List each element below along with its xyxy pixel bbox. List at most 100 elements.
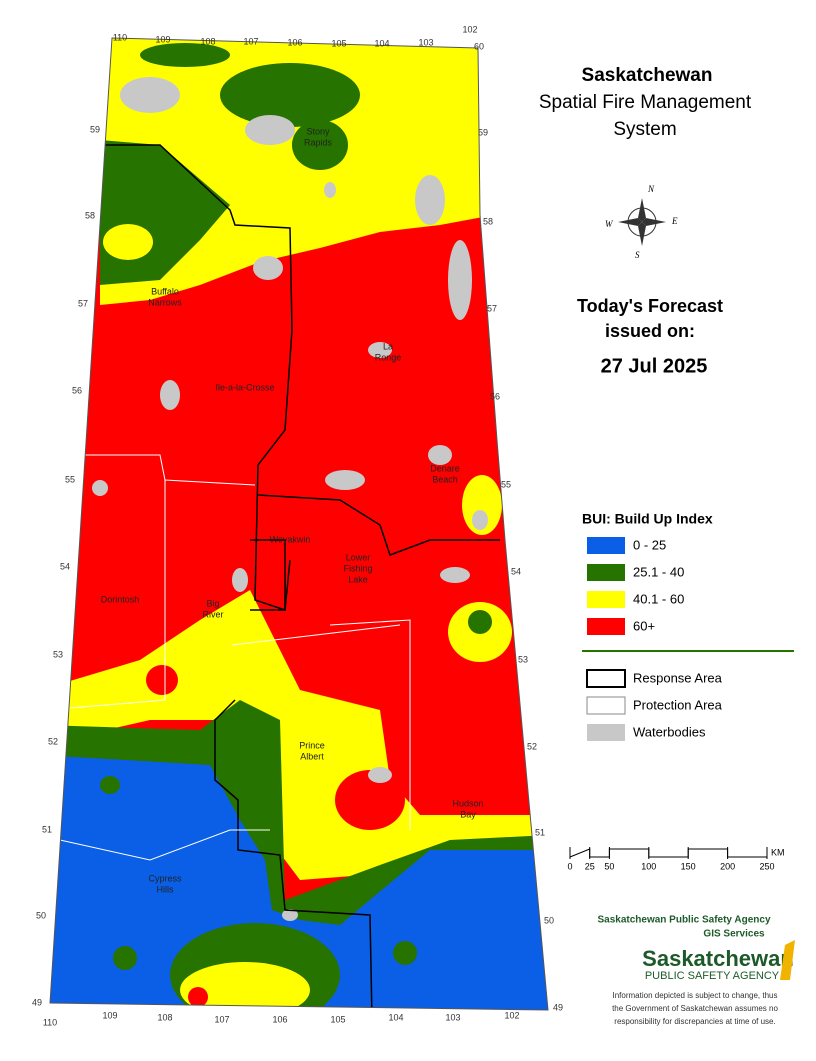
place-label: Buffalo — [151, 286, 179, 296]
scale-label: 50 — [604, 861, 614, 871]
place-label: Hudson — [452, 798, 483, 808]
scale-unit: KM — [771, 847, 785, 857]
legend-swatch — [587, 537, 625, 554]
latitude-label: 57 — [487, 303, 497, 313]
disclaimer: the Government of Saskatchewan assumes n… — [612, 1004, 778, 1013]
legend-swatch — [587, 591, 625, 608]
logo-subtext: PUBLIC SAFETY AGENCY — [645, 970, 780, 982]
longitude-label: 103 — [418, 37, 433, 47]
longitude-label: 102 — [504, 1010, 519, 1020]
place-label: Cypress — [148, 873, 182, 883]
longitude-label: 106 — [272, 1014, 287, 1024]
place-label: Albert — [300, 751, 324, 761]
forecast-heading: Today's Forecast — [577, 296, 723, 316]
latitude-label: 59 — [478, 127, 488, 137]
disclaimer: Information depicted is subject to chang… — [613, 991, 778, 1000]
place-label: Lower — [346, 552, 371, 562]
agency-name: Saskatchewan Public Safety Agency — [597, 915, 770, 926]
legend-swatch — [587, 618, 625, 635]
legend-swatch — [587, 724, 625, 741]
latitude-label: 52 — [48, 736, 58, 746]
scale-bar: 0 25 50 100 150 200 250 KM — [567, 847, 785, 871]
latitude-label: 60 — [474, 41, 484, 51]
longitude-label: 107 — [243, 36, 258, 46]
latitude-label: 49 — [32, 997, 42, 1007]
scale-label: 100 — [641, 861, 656, 871]
place-label: Narrows — [148, 297, 182, 307]
latitude-label: 54 — [60, 561, 70, 571]
latitude-label: 55 — [501, 479, 511, 489]
latitude-label: 55 — [65, 474, 75, 484]
latitude-label: 51 — [42, 824, 52, 834]
disclaimer: responsibility for discrepancies at time… — [614, 1017, 775, 1026]
logo-text: Saskatchewan — [642, 946, 794, 971]
province-outline — [49, 37, 549, 1011]
latitude-label: 56 — [72, 385, 82, 395]
place-label: La — [383, 341, 393, 351]
scale-label: 150 — [681, 861, 696, 871]
place-label: Dorintosh — [101, 594, 140, 604]
place-label: Ronge — [375, 352, 402, 362]
agency-unit: GIS Services — [703, 929, 765, 940]
legend-swatch — [587, 564, 625, 581]
latitude-label: 49 — [553, 1002, 563, 1012]
longitude-label: 105 — [331, 38, 346, 48]
latitude-label: 50 — [544, 915, 554, 925]
scale-line — [569, 848, 767, 858]
compass-label: N — [647, 184, 655, 194]
longitude-label: 102 — [462, 24, 477, 34]
latitude-label: 56 — [490, 391, 500, 401]
longitude-label: 105 — [330, 1014, 345, 1024]
legend: 0 - 25 25.1 - 40 40.1 - 60 60+ — [587, 537, 684, 635]
place-label: Big — [206, 598, 219, 608]
latitude-label: 58 — [85, 210, 95, 220]
place-label: Stony — [306, 126, 330, 136]
longitude-label: 109 — [102, 1010, 117, 1020]
latitude-label: 57 — [78, 298, 88, 308]
scale-label: 250 — [759, 861, 774, 871]
legend-label: 60+ — [633, 618, 655, 633]
place-label: Weyakwin — [270, 534, 311, 544]
longitude-label: 108 — [157, 1012, 172, 1022]
longitude-label: 106 — [287, 37, 302, 47]
longitude-label: 110 — [43, 1017, 57, 1027]
legend-label: Waterbodies — [633, 724, 706, 739]
place-label: Fishing — [343, 563, 372, 573]
compass-label: S — [635, 250, 640, 260]
longitude-label: 109 — [155, 34, 170, 44]
forecast-heading: issued on: — [605, 321, 695, 341]
legend-label: Response Area — [633, 670, 723, 685]
legend-label: 25.1 - 40 — [633, 564, 684, 579]
scale-label: 200 — [720, 861, 735, 871]
legend-title: BUI: Build Up Index — [582, 511, 713, 527]
legend-label: 40.1 - 60 — [633, 591, 684, 606]
place-label: River — [202, 609, 223, 619]
place-label: Rapids — [304, 137, 333, 147]
legend-label: 0 - 25 — [633, 537, 666, 552]
latitude-label: 59 — [90, 124, 100, 134]
compass: N E S W — [605, 184, 678, 260]
longitude-label: 108 — [200, 36, 215, 46]
latitude-label: 53 — [53, 649, 63, 659]
latitude-label: 58 — [483, 216, 493, 226]
scale-label: 25 — [585, 861, 595, 871]
title: System — [613, 119, 676, 140]
legend-label: Protection Area — [633, 697, 723, 712]
compass-label: E — [671, 216, 678, 226]
latitude-label: 53 — [518, 654, 528, 664]
scale-label: 0 — [567, 861, 572, 871]
longitude-label: 107 — [214, 1014, 229, 1024]
place-label: Beach — [432, 474, 458, 484]
compass-label: W — [605, 219, 614, 229]
longitude-label: 104 — [374, 38, 389, 48]
logo-mark — [780, 940, 795, 980]
latitude-label: 50 — [36, 910, 46, 920]
legend-swatch — [586, 696, 626, 715]
latitude-label: 52 — [527, 741, 537, 751]
title: Spatial Fire Management — [539, 92, 752, 113]
longitude-label: 104 — [388, 1012, 403, 1022]
place-label: Bay — [460, 809, 476, 819]
title: Saskatchewan — [582, 65, 713, 86]
